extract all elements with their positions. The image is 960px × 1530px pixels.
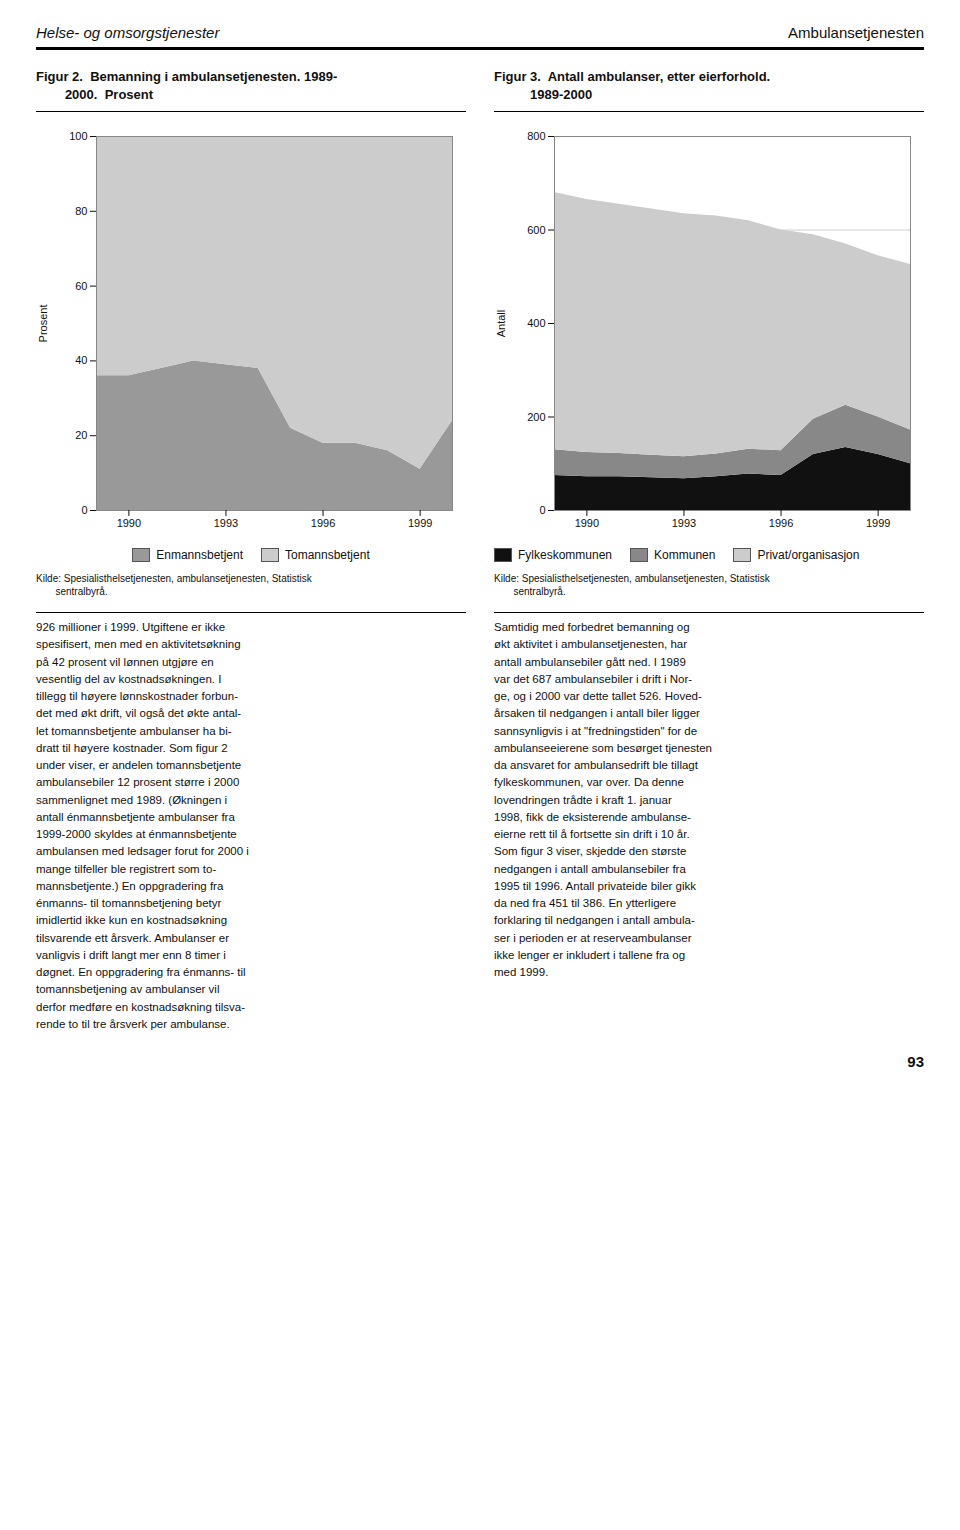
html-text:Kilde: Spesialisthelsetjeneste: Kilde: Spesialisthelsetjenesten, ambulan… xyxy=(36,573,312,598)
html-text:Privat/organisasjon: Privat/organisasjon xyxy=(757,548,860,563)
svg-text:20: 20 xyxy=(75,429,87,441)
svg-text:80: 80 xyxy=(75,205,87,217)
html-text:93: 93 xyxy=(907,1053,924,1071)
svg-text:0: 0 xyxy=(81,504,87,516)
svg-text:1990: 1990 xyxy=(575,517,599,529)
svg-text:200: 200 xyxy=(527,411,545,423)
svg-text:1999: 1999 xyxy=(408,517,432,529)
html-text:Samtidig med forbedret bemanni: Samtidig med forbedret bemanning og økt … xyxy=(494,621,712,979)
svg-text:1996: 1996 xyxy=(769,517,793,529)
html-text:Ambulansetjenesten: Ambulansetjenesten xyxy=(788,24,924,41)
html-text:Tomannsbetjent: Tomannsbetjent xyxy=(285,548,370,563)
html-text:Figur 3. Antall ambulanser, et: Figur 3. Antall ambulanser, etter eierfo… xyxy=(494,69,771,102)
svg-text:400: 400 xyxy=(527,317,545,329)
svg-text:1993: 1993 xyxy=(672,517,696,529)
svg-text:40: 40 xyxy=(75,355,87,367)
svg-text:1999: 1999 xyxy=(866,517,890,529)
html-text:Fylkeskommunen: Fylkeskommunen xyxy=(518,548,612,563)
svg-text:Prosent: Prosent xyxy=(37,305,49,343)
svg-text:800: 800 xyxy=(527,130,545,142)
html-text:Helse- og omsorgstjenester: Helse- og omsorgstjenester xyxy=(36,24,220,41)
svg-text:100: 100 xyxy=(69,130,87,142)
svg-text:Antall: Antall xyxy=(495,310,507,338)
svg-text:0: 0 xyxy=(539,504,545,516)
html-text:Kommunen: Kommunen xyxy=(654,548,716,563)
html-text:Kilde: Spesialisthelsetjeneste: Kilde: Spesialisthelsetjenesten, ambulan… xyxy=(494,573,770,598)
html-text:Enmannsbetjent: Enmannsbetjent xyxy=(156,548,243,563)
svg-text:1990: 1990 xyxy=(117,517,141,529)
svg-text:600: 600 xyxy=(527,224,545,236)
svg-text:1993: 1993 xyxy=(214,517,238,529)
html-text:Figur 2. Bemanning i ambulanse: Figur 2. Bemanning i ambulansetjenesten.… xyxy=(36,69,338,102)
html-text:926 millioner i 1999. Utgiften: 926 millioner i 1999. Utgiftene er ikke … xyxy=(36,621,249,1030)
svg-text:1996: 1996 xyxy=(311,517,335,529)
svg-text:60: 60 xyxy=(75,280,87,292)
